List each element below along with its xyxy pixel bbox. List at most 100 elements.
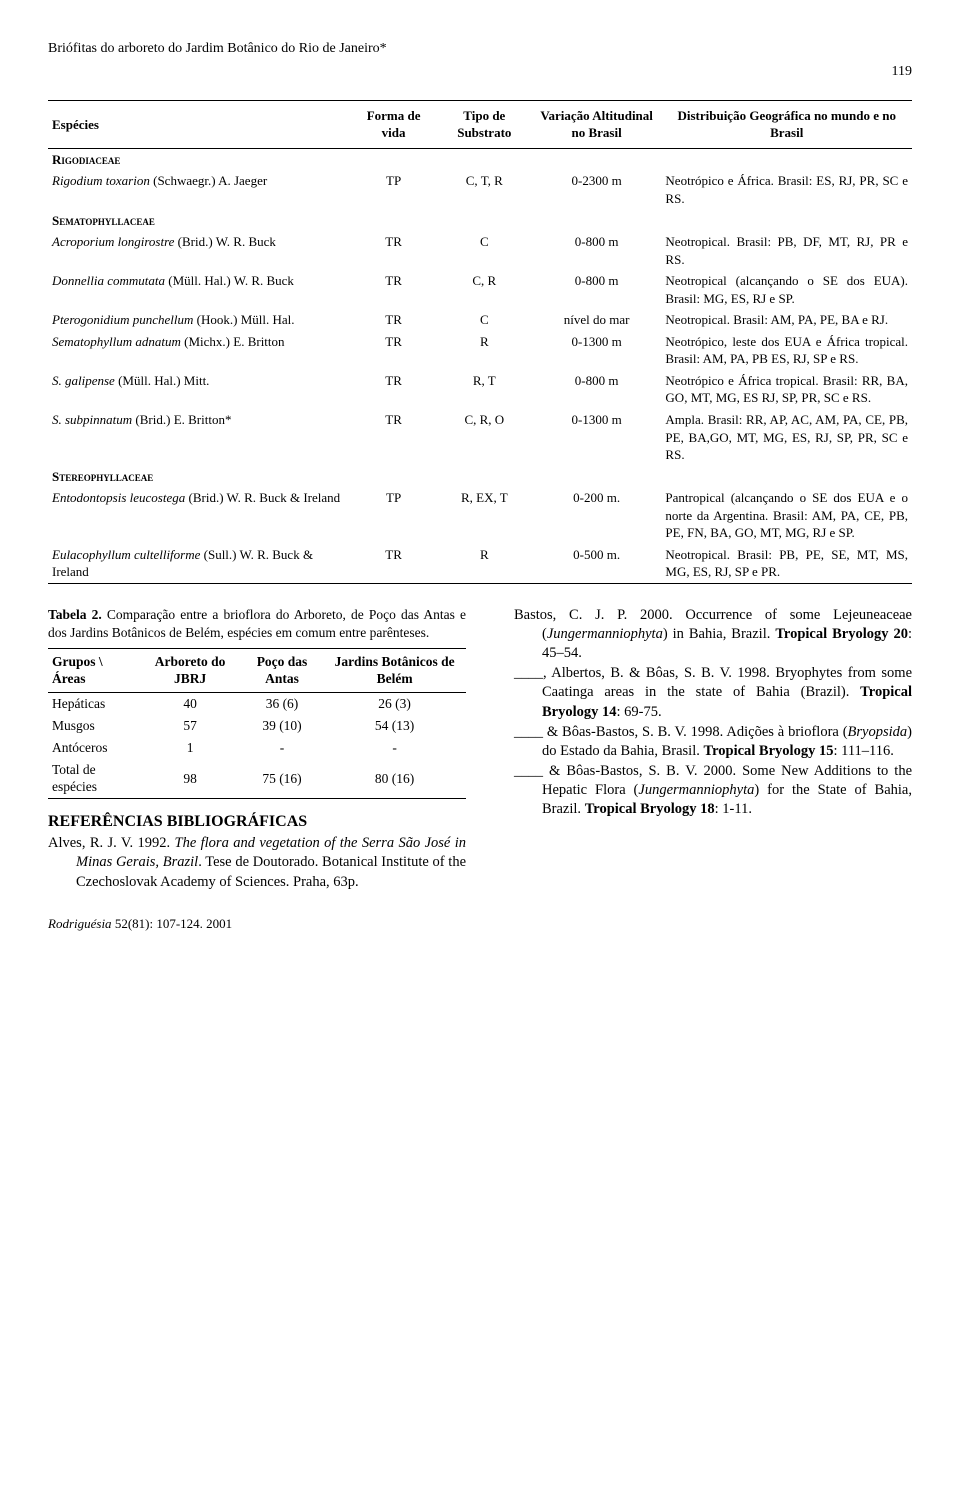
data-cell: Total de espécies bbox=[48, 759, 139, 799]
species-cell: Entodontopsis leucostega (Brid.) W. R. B… bbox=[48, 487, 350, 544]
table-row: S. galipense (Müll. Hal.) Mitt.TRR, T0-8… bbox=[48, 370, 912, 409]
footer-journal: Rodriguésia bbox=[48, 916, 112, 931]
species-header-row: Espécies Forma de vida Tipo de Substrato… bbox=[48, 101, 912, 149]
species-cell: Donnellia commutata (Müll. Hal.) W. R. B… bbox=[48, 270, 350, 309]
family-heading: Rigodiaceae bbox=[48, 148, 912, 170]
ref-italic: Jungermanniophyta bbox=[547, 626, 663, 642]
ref-text: : 1-11. bbox=[715, 801, 752, 817]
table-row: Rigodium toxarion (Schwaegr.) A. JaegerT… bbox=[48, 170, 912, 209]
species-cell: S. galipense (Müll. Hal.) Mitt. bbox=[48, 370, 350, 409]
table-row: Rigodiaceae bbox=[48, 148, 912, 170]
ref-author: Alves, R. J. V. 1992. bbox=[48, 835, 175, 851]
species-cell: Acroporium longirostre (Brid.) W. R. Buc… bbox=[48, 231, 350, 270]
col-especies: Espécies bbox=[48, 101, 350, 149]
col-variacao: Variação Altitudinal no Brasil bbox=[532, 101, 662, 149]
table2: Grupos \ Áreas Arboreto do JBRJ Poço das… bbox=[48, 648, 466, 800]
species-name-italic: S. subpinnatum bbox=[52, 412, 132, 427]
ref-bold: Tropical Bryology 18 bbox=[585, 801, 715, 817]
data-cell: Hepáticas bbox=[48, 693, 139, 715]
distribution-cell: Neotrópico e África tropical. Brasil: RR… bbox=[661, 370, 912, 409]
species-authority: (Brid.) W. R. Buck & Ireland bbox=[185, 490, 340, 505]
page-number: 119 bbox=[48, 63, 912, 82]
data-cell: TR bbox=[350, 544, 436, 583]
data-cell: C, R bbox=[437, 270, 532, 309]
table2-caption-text: Comparação entre a brioflora do Arboreto… bbox=[48, 607, 466, 640]
data-cell: TR bbox=[350, 409, 436, 466]
species-name-italic: Donnellia commutata bbox=[52, 273, 165, 288]
data-cell: TR bbox=[350, 331, 436, 370]
reference-item: Bastos, C. J. P. 2000. Occurrence of som… bbox=[494, 606, 912, 663]
table-row: S. subpinnatum (Brid.) E. Britton*TRC, R… bbox=[48, 409, 912, 466]
data-cell: 57 bbox=[139, 715, 241, 737]
ref-text: ____, Albertos, B. & Bôas, S. B. V. 1998… bbox=[514, 665, 912, 700]
data-cell: 0-500 m. bbox=[532, 544, 662, 583]
ref-text: : 69-75. bbox=[617, 704, 662, 720]
table-bottom-rule bbox=[48, 583, 912, 584]
table-row: Total de espécies9875 (16)80 (16) bbox=[48, 759, 466, 799]
t2-col-poco: Poço das Antas bbox=[241, 648, 323, 693]
data-cell: TP bbox=[350, 487, 436, 544]
data-cell: nível do mar bbox=[532, 309, 662, 331]
species-authority: (Michx.) E. Britton bbox=[181, 334, 285, 349]
col-forma: Forma de vida bbox=[350, 101, 436, 149]
data-cell: Antóceros bbox=[48, 737, 139, 759]
page-footer: Rodriguésia 52(81): 107-124. 2001 bbox=[48, 915, 912, 933]
data-cell: R bbox=[437, 544, 532, 583]
t2-col-belem: Jardins Botânicos de Belém bbox=[323, 648, 466, 693]
data-cell: 75 (16) bbox=[241, 759, 323, 799]
t2-col-grupos: Grupos \ Áreas bbox=[48, 648, 139, 693]
data-cell: R, T bbox=[437, 370, 532, 409]
species-authority: (Brid.) W. R. Buck bbox=[174, 234, 275, 249]
data-cell: 26 (3) bbox=[323, 693, 466, 715]
species-name-italic: Pterogonidium punchellum bbox=[52, 312, 193, 327]
species-table: Espécies Forma de vida Tipo de Substrato… bbox=[48, 101, 912, 583]
species-authority: (Brid.) E. Britton* bbox=[132, 412, 231, 427]
data-cell: 80 (16) bbox=[323, 759, 466, 799]
data-cell: 0-800 m bbox=[532, 270, 662, 309]
distribution-cell: Neotropical (alcançando o SE dos EUA). B… bbox=[661, 270, 912, 309]
species-authority: (Müll. Hal.) W. R. Buck bbox=[165, 273, 294, 288]
distribution-cell: Neotrópico e África. Brasil: ES, RJ, PR,… bbox=[661, 170, 912, 209]
table2-header-row: Grupos \ Áreas Arboreto do JBRJ Poço das… bbox=[48, 648, 466, 693]
species-cell: Sematophyllum adnatum (Michx.) E. Britto… bbox=[48, 331, 350, 370]
species-authority: (Hook.) Müll. Hal. bbox=[193, 312, 294, 327]
ref-text: ) in Bahia, Brazil. bbox=[663, 626, 775, 642]
table-row: Acroporium longirostre (Brid.) W. R. Buc… bbox=[48, 231, 912, 270]
table-row: Eulacophyllum cultelliforme (Sull.) W. R… bbox=[48, 544, 912, 583]
species-name-italic: Eulacophyllum cultelliforme bbox=[52, 547, 200, 562]
data-cell: 0-2300 m bbox=[532, 170, 662, 209]
table-row: Pterogonidium punchellum (Hook.) Müll. H… bbox=[48, 309, 912, 331]
data-cell: R bbox=[437, 331, 532, 370]
data-cell: 39 (10) bbox=[241, 715, 323, 737]
data-cell: - bbox=[241, 737, 323, 759]
data-cell: - bbox=[323, 737, 466, 759]
table2-caption-label: Tabela 2. bbox=[48, 607, 102, 622]
table-row: Musgos5739 (10)54 (13) bbox=[48, 715, 466, 737]
col-tipo: Tipo de Substrato bbox=[437, 101, 532, 149]
t2-col-arboreto: Arboreto do JBRJ bbox=[139, 648, 241, 693]
distribution-cell: Pantropical (alcançando o SE dos EUA e o… bbox=[661, 487, 912, 544]
data-cell: 54 (13) bbox=[323, 715, 466, 737]
ref-bold: Tropical Bryology 15 bbox=[703, 743, 833, 759]
species-name-italic: Entodontopsis leucostega bbox=[52, 490, 185, 505]
references-title: REFERÊNCIAS BIBLIOGRÁFICAS bbox=[48, 811, 466, 832]
data-cell: 0-800 m bbox=[532, 231, 662, 270]
data-cell: TP bbox=[350, 170, 436, 209]
data-cell: 1 bbox=[139, 737, 241, 759]
right-column: Bastos, C. J. P. 2000. Occurrence of som… bbox=[494, 606, 912, 893]
table2-caption: Tabela 2. Comparação entre a brioflora d… bbox=[48, 606, 466, 642]
table-row: Stereophyllaceae bbox=[48, 466, 912, 488]
data-cell: R, EX, T bbox=[437, 487, 532, 544]
footer-issue: 52(81): 107-124. 2001 bbox=[112, 916, 233, 931]
data-cell: C bbox=[437, 309, 532, 331]
ref-italic: Bryopsida bbox=[848, 724, 908, 740]
family-heading: Sematophyllaceae bbox=[48, 210, 912, 232]
reference-item: ____ & Bôas-Bastos, S. B. V. 1998. Adiçõ… bbox=[494, 723, 912, 761]
species-cell: Eulacophyllum cultelliforme (Sull.) W. R… bbox=[48, 544, 350, 583]
running-head: Briófitas do arboreto do Jardim Botânico… bbox=[48, 40, 912, 59]
data-cell: Musgos bbox=[48, 715, 139, 737]
species-authority: (Müll. Hal.) Mitt. bbox=[115, 373, 210, 388]
data-cell: 36 (6) bbox=[241, 693, 323, 715]
data-cell: 0-200 m. bbox=[532, 487, 662, 544]
ref-text: ____ & Bôas-Bastos, S. B. V. 1998. Adiçõ… bbox=[514, 724, 848, 740]
